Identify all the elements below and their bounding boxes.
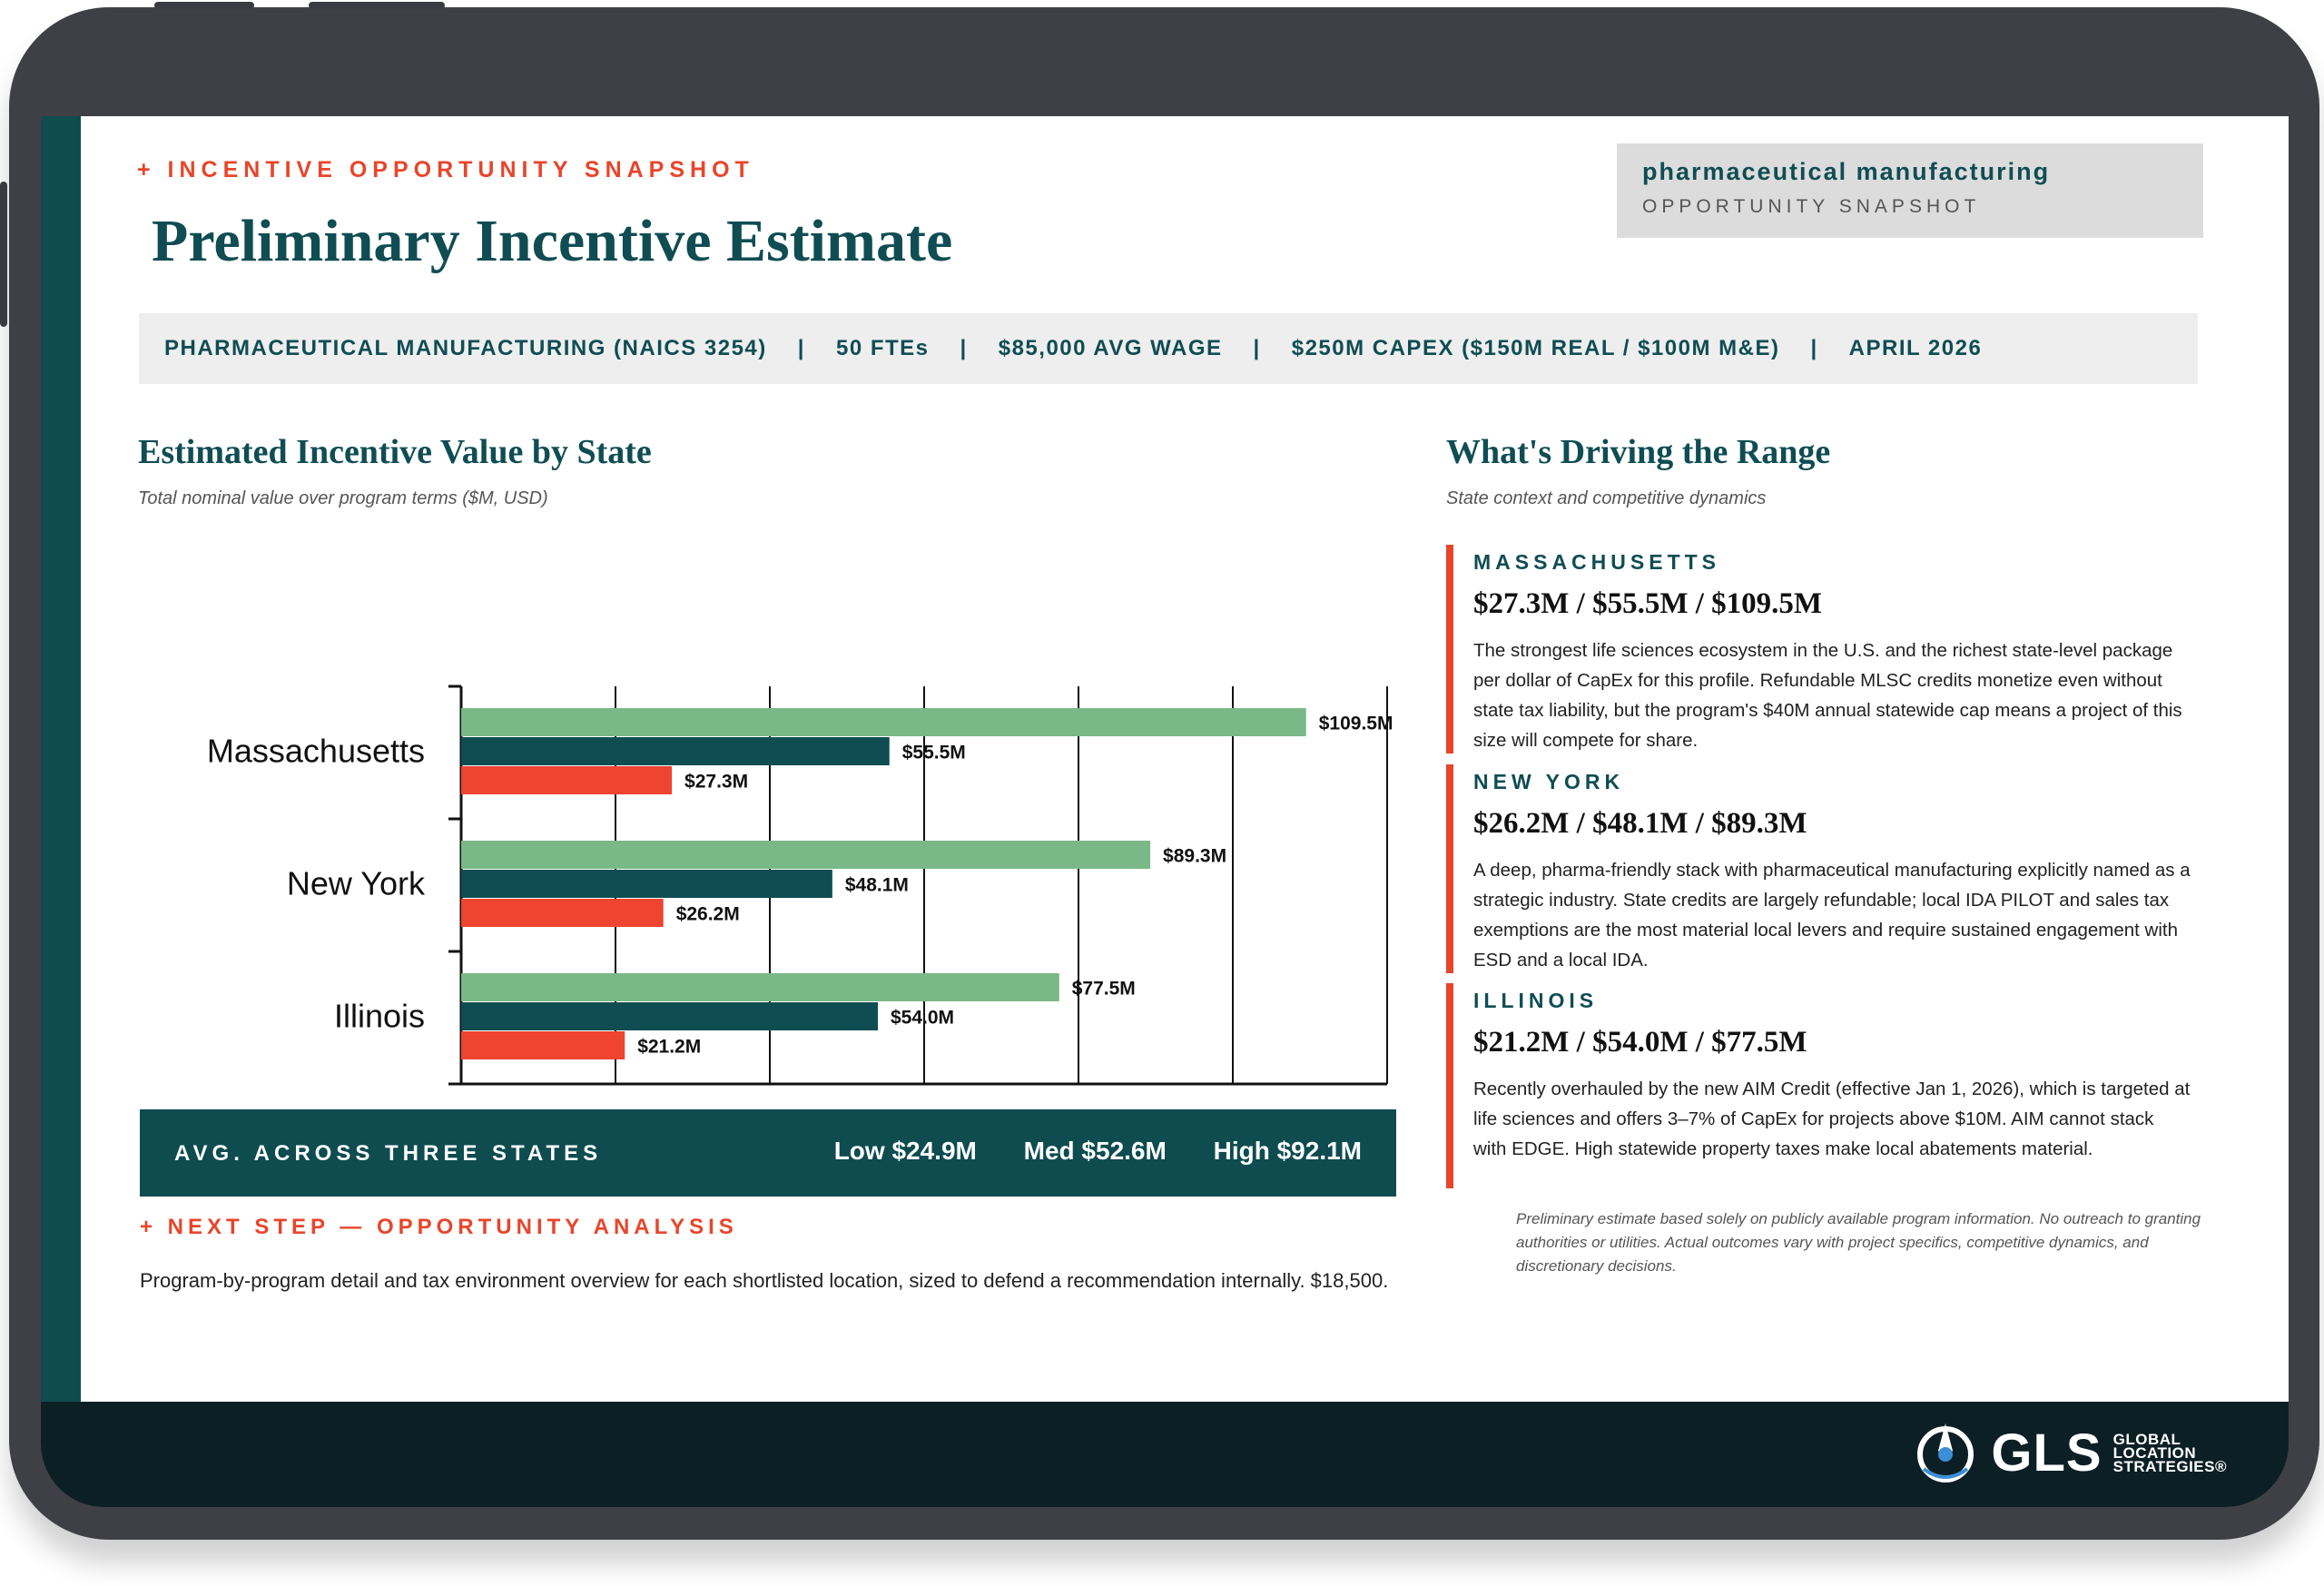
category-label: New York xyxy=(287,865,426,902)
meta-separator: | xyxy=(797,336,805,360)
industry-tag-main: pharmaceutical manufacturing xyxy=(1642,158,2051,185)
bar-medium xyxy=(461,737,890,765)
data-label: $48.1M xyxy=(845,875,909,896)
state-name: ILLINOIS xyxy=(1473,989,1599,1012)
brand-tagline: GLOBAL LOCATION STRATEGIES® xyxy=(2112,1430,2227,1475)
incentive-bar-chart: Massachusetts $109.5M $55.5M $27.3M New York… xyxy=(207,685,1393,1086)
average-high: High $92.1M xyxy=(1213,1137,1362,1165)
brand-line: LOCATION xyxy=(2112,1443,2197,1462)
gls-logo: GLS GLOBAL LOCATION STRATEGIES® xyxy=(1911,1418,2227,1487)
state-range: $21.2M / $54.0M / $77.5M xyxy=(1473,1026,1807,1059)
chart-section-subtitle: Total nominal value over program terms (… xyxy=(138,488,548,508)
averages-values: Low $24.9M Med $52.6M High $92.1M xyxy=(794,1137,1362,1166)
screen: + INCENTIVE OPPORTUNITY SNAPSHOT Prelimi… xyxy=(41,116,2289,1402)
next-step-text: Program-by-program detail and tax enviro… xyxy=(140,1269,1389,1292)
meta-capex: $250M CAPEX ($150M REAL / $100M M&E) xyxy=(1291,336,1780,360)
footer-bar: GLS GLOBAL LOCATION STRATEGIES® xyxy=(41,1402,2289,1507)
drivers-subtitle: State context and competitive dynamics xyxy=(1446,488,1767,508)
state-description: The strongest life sciences ecosystem in… xyxy=(1473,640,2182,751)
state-name: NEW YORK xyxy=(1473,770,1625,793)
averages-bar: AVG. ACROSS THREE STATES Low $24.9M Med … xyxy=(140,1109,1396,1197)
globe-compass-icon xyxy=(1917,1423,1974,1483)
industry-tag-sub: OPPORTUNITY SNAPSHOT xyxy=(1642,196,1981,217)
bar-medium xyxy=(461,1002,878,1030)
brand-line: GLOBAL xyxy=(2112,1430,2181,1448)
data-label: $54.0M xyxy=(891,1008,954,1029)
snapshot-kicker: + INCENTIVE OPPORTUNITY SNAPSHOT xyxy=(137,157,754,182)
averages-label: AVG. ACROSS THREE STATES xyxy=(174,1141,603,1166)
page-title: Preliminary Incentive Estimate xyxy=(152,208,953,274)
state-block-massachusetts: MASSACHUSETTS $27.3M / $55.5M / $109.5M … xyxy=(1446,545,2191,754)
tablet-side-button xyxy=(0,182,7,327)
state-range: $26.2M / $48.1M / $89.3M xyxy=(1473,807,1807,840)
bar-low xyxy=(461,1031,625,1059)
data-label: $26.2M xyxy=(676,904,740,925)
bar-high xyxy=(461,841,1151,869)
left-accent-stripe xyxy=(41,116,81,1402)
data-label: $27.3M xyxy=(684,772,748,793)
meta-industry: PHARMACEUTICAL MANUFACTURING (NAICS 3254… xyxy=(164,336,767,360)
brand-line: STRATEGIES® xyxy=(2112,1457,2227,1475)
state-description: Recently overhauled by the new AIM Credi… xyxy=(1473,1079,2191,1159)
bar-low xyxy=(461,899,664,927)
data-label: $77.5M xyxy=(1072,979,1136,1000)
state-description: A deep, pharma-friendly stack with pharm… xyxy=(1473,860,2191,970)
next-step-kicker: + NEXT STEP — OPPORTUNITY ANALYSIS xyxy=(140,1215,738,1239)
state-range: $27.3M / $55.5M / $109.5M xyxy=(1473,587,1823,620)
category-label: Massachusetts xyxy=(207,733,425,770)
bar-low xyxy=(461,766,673,794)
bar-medium xyxy=(461,870,832,898)
chart-section-title: Estimated Incentive Value by State xyxy=(138,433,652,471)
average-med: Med $52.6M xyxy=(1023,1137,1167,1165)
tablet-top-button-2 xyxy=(309,2,445,9)
data-label: $55.5M xyxy=(902,743,966,763)
data-label: $109.5M xyxy=(1319,714,1393,734)
meta-separator: | xyxy=(1253,336,1261,360)
category-label: Illinois xyxy=(334,998,425,1035)
bar-high xyxy=(461,973,1059,1001)
meta-wage: $85,000 AVG WAGE xyxy=(998,336,1223,360)
project-meta-bar: PHARMACEUTICAL MANUFACTURING (NAICS 3254… xyxy=(139,313,2198,384)
state-name: MASSACHUSETTS xyxy=(1473,550,1721,574)
average-low: Low $24.9M xyxy=(833,1137,977,1165)
meta-ftes: 50 FTEs xyxy=(835,336,930,360)
disclaimer: Preliminary estimate based solely on pub… xyxy=(1516,1210,2201,1275)
data-label: $89.3M xyxy=(1163,846,1226,867)
meta-date: APRIL 2026 xyxy=(1848,336,1983,360)
data-label: $21.2M xyxy=(637,1037,701,1058)
tablet-top-button-1 xyxy=(154,2,254,9)
bar-high xyxy=(461,708,1306,736)
brand-name: GLS xyxy=(1991,1423,2102,1483)
industry-tag: pharmaceutical manufacturing OPPORTUNITY… xyxy=(1617,143,2203,238)
state-block-new-york: NEW YORK $26.2M / $48.1M / $89.3M A deep… xyxy=(1446,764,2191,973)
meta-separator: | xyxy=(1810,336,1818,360)
drivers-title: What's Driving the Range xyxy=(1446,433,1831,471)
meta-separator: | xyxy=(960,336,968,360)
state-block-illinois: ILLINOIS $21.2M / $54.0M / $77.5M Recent… xyxy=(1446,983,2191,1188)
